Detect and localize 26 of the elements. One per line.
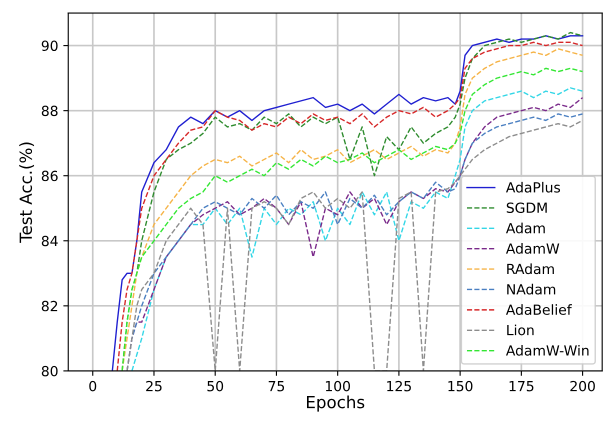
y-tick-label: 90 [42,40,58,52]
legend-label: AdamW [506,243,560,254]
legend-label: AdaPlus [506,182,560,193]
x-tick-label: 150 [448,380,472,392]
y-tick-label: 88 [42,106,58,116]
y-tick-label: 82 [42,300,58,312]
x-tick-label: 200 [570,380,595,392]
legend-label: AdamW-Win [506,344,589,356]
x-tick-label: 175 [510,381,534,392]
legend-label: Adam [506,222,545,234]
x-tick-label: 75 [268,381,284,392]
x-tick-label: 125 [387,380,411,392]
y-tick-label: 84 [42,236,58,246]
y-tick-label: 86 [42,170,58,182]
legend-label: NAdam [507,284,556,295]
legend-label: SGDM [506,202,547,214]
legend-label: AdaBelief [506,304,572,315]
x-tick-label: 0 [89,380,96,392]
y-axis-title: Test Acc.(%) [19,142,34,243]
x-axis-title: Epochs [306,395,364,412]
x-tick-label: 100 [326,380,350,392]
x-tick-label: 50 [207,380,224,392]
x-tick-label: 25 [146,380,162,392]
legend-label: Lion [507,324,534,336]
y-tick-label: 80 [42,366,58,376]
legend-label: RAdam [507,263,554,274]
